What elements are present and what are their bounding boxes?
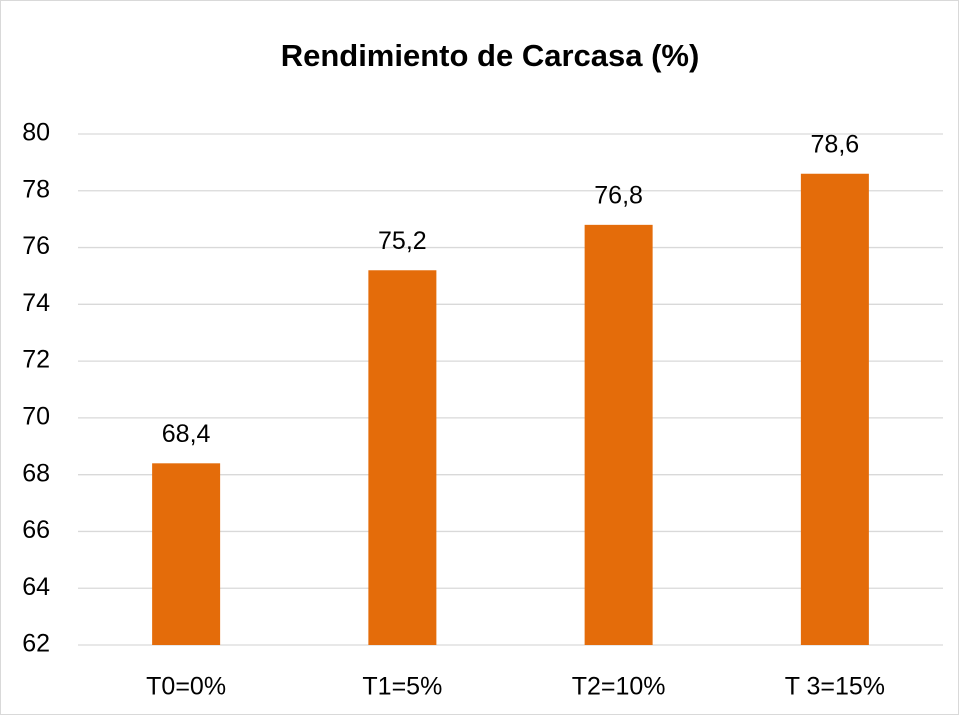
y-tick-label: 66 — [22, 516, 50, 544]
y-tick-label: 74 — [22, 289, 50, 317]
chart-title: Rendimiento de Carcasa (%) — [281, 38, 700, 73]
y-tick-label: 64 — [22, 573, 50, 601]
x-tick-label: T2=10% — [572, 673, 666, 701]
x-tick-label: T0=0% — [146, 673, 226, 701]
x-tick-label: T1=5% — [362, 673, 442, 701]
value-label: 76,8 — [594, 181, 643, 209]
bar — [584, 224, 653, 645]
value-label: 75,2 — [378, 227, 427, 255]
bar — [368, 270, 437, 645]
x-tick-label: T 3=15% — [785, 673, 885, 701]
value-label: 78,6 — [811, 130, 860, 158]
y-tick-label: 62 — [22, 630, 50, 658]
y-tick-label: 72 — [22, 346, 50, 374]
bar — [152, 463, 221, 645]
y-tick-label: 80 — [22, 119, 50, 147]
y-tick-label: 70 — [22, 402, 50, 430]
y-tick-label: 78 — [22, 175, 50, 203]
y-tick-label: 76 — [22, 232, 50, 260]
y-tick-label: 68 — [22, 459, 50, 487]
value-label: 68,4 — [162, 420, 211, 448]
bar — [800, 173, 869, 645]
